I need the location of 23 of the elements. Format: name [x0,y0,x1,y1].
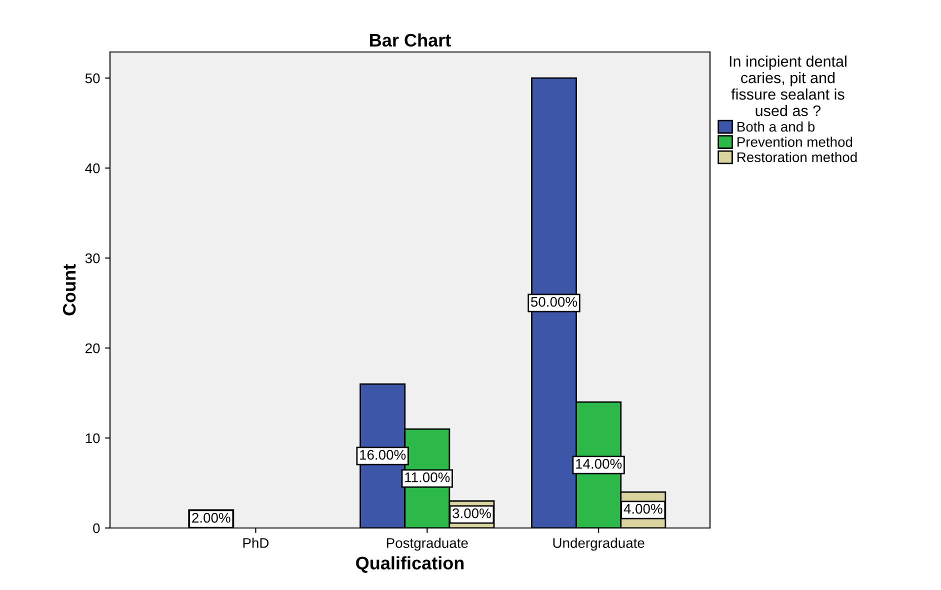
data-label: 50.00% [531,296,578,307]
chart-title: Bar Chart [370,33,451,47]
y-tick-label: 40 [85,163,100,174]
data-label: 2.00% [192,512,230,523]
data-label: 16.00% [360,450,406,460]
x-tick-label: PhD [243,538,269,548]
legend-title: In incipient dental caries, pit and fissure sealant is used as ? [730,56,846,116]
legend-label: Prevention method [738,136,852,147]
y-tick-label: 10 [86,433,100,444]
y-tick-label: 50 [85,73,100,84]
data-label: 14.00% [576,458,622,469]
x-tick-label: Undergraduate [553,538,644,551]
data-label: 3.00% [452,508,491,518]
y-tick-label: 30 [85,253,100,264]
y-tick-label: 20 [86,343,100,354]
y-tick-label: 0 [93,523,100,534]
legend-label: Restoration method [738,152,857,162]
data-label: 11.00% [405,472,450,482]
x-axis-title: Qualification [356,556,464,573]
y-axis-title: Count [62,264,76,316]
legend-label: Both a and b [738,121,815,132]
data-label: 4.00% [624,504,662,514]
x-tick-label: Postgraduate [386,538,468,551]
